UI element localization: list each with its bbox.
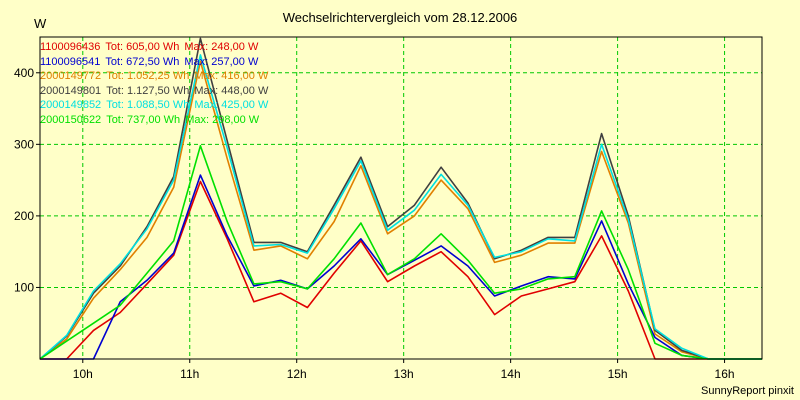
legend-serial: 2000149772 xyxy=(40,70,102,83)
legend-serial: 1100096541 xyxy=(40,55,101,68)
legend-serial: 1100096436 xyxy=(40,41,101,53)
legend-max: Max: 257,00 W xyxy=(184,55,259,68)
legend-serial: 2000150622 xyxy=(40,113,102,126)
legend-entry: 1100096436 Tot: 605,00 Wh Max: 248,00 W xyxy=(40,40,273,55)
x-tick-label: 14h xyxy=(501,367,521,381)
legend-tot: Tot: 1.127,50 Wh xyxy=(106,84,190,97)
legend-max: Max: 298,00 W xyxy=(185,113,260,126)
series-line-2000150622 xyxy=(39,145,762,360)
legend-entry: 2000149801 Tot: 1.127,50 Wh Max: 448,00 W xyxy=(40,84,273,99)
legend-max: Max: 416,00 W xyxy=(194,70,269,83)
chart-title: Wechselrichtervergleich vom 28.12.2006 xyxy=(282,10,518,25)
y-tick-label: 300 xyxy=(14,137,34,151)
x-tick-label: 16h xyxy=(715,367,735,381)
plot-frame xyxy=(39,36,763,360)
legend-serial: 2000149801 xyxy=(40,84,102,97)
x-tick-label: 12h xyxy=(287,367,307,381)
legend-entry: 2000150622 Tot: 737,00 Wh Max: 298,00 W xyxy=(40,113,273,128)
series-line-1100096436 xyxy=(40,180,762,360)
legend-tot: Tot: 737,00 Wh xyxy=(106,113,181,126)
axis-ticks: 10h 11h 12h 13h 14h 15h 16h 100 200 300 400 xyxy=(14,66,735,381)
footer-credit: SunnyReport pinxit xyxy=(701,385,794,397)
legend-tot: Tot: 1.088,50 Wh xyxy=(106,99,190,112)
legend-tot: Tot: 672,50 Wh xyxy=(105,55,180,68)
legend: 1100096436 Tot: 605,00 Wh Max: 248,00 W 110… xyxy=(40,40,273,128)
x-tick-label: 11h xyxy=(180,367,199,381)
x-tick-label: 13h xyxy=(394,367,414,381)
y-tick-label: 200 xyxy=(14,209,34,223)
y-axis-unit: W xyxy=(34,16,47,31)
series-line-2000149852 xyxy=(39,54,762,360)
x-tick-label: 10h xyxy=(73,367,93,381)
legend-max: Max: 425,00 W xyxy=(194,99,269,112)
legend-serial: 2000149852 xyxy=(40,99,102,112)
series-line-2000149772 xyxy=(39,60,762,360)
series-lines xyxy=(39,37,762,360)
y-tick-label: 400 xyxy=(14,66,34,80)
legend-max: Max: 248,00 W xyxy=(184,41,259,53)
legend-entry: 2000149852 Tot: 1.088,50 Wh Max: 425,00 W xyxy=(40,98,273,113)
legend-max: Max: 448,00 W xyxy=(194,84,269,97)
legend-entry: 1100096541 Tot: 672,50 Wh Max: 257,00 W xyxy=(40,55,273,70)
legend-tot: Tot: 605,00 Wh xyxy=(105,41,180,53)
y-tick-label: 100 xyxy=(14,280,34,294)
x-tick-label: 15h xyxy=(608,367,628,381)
legend-tot: Tot: 1.052,25 Wh xyxy=(106,70,190,83)
legend-entry: 2000149772 Tot: 1.052,25 Wh Max: 416,00 W xyxy=(40,69,273,84)
